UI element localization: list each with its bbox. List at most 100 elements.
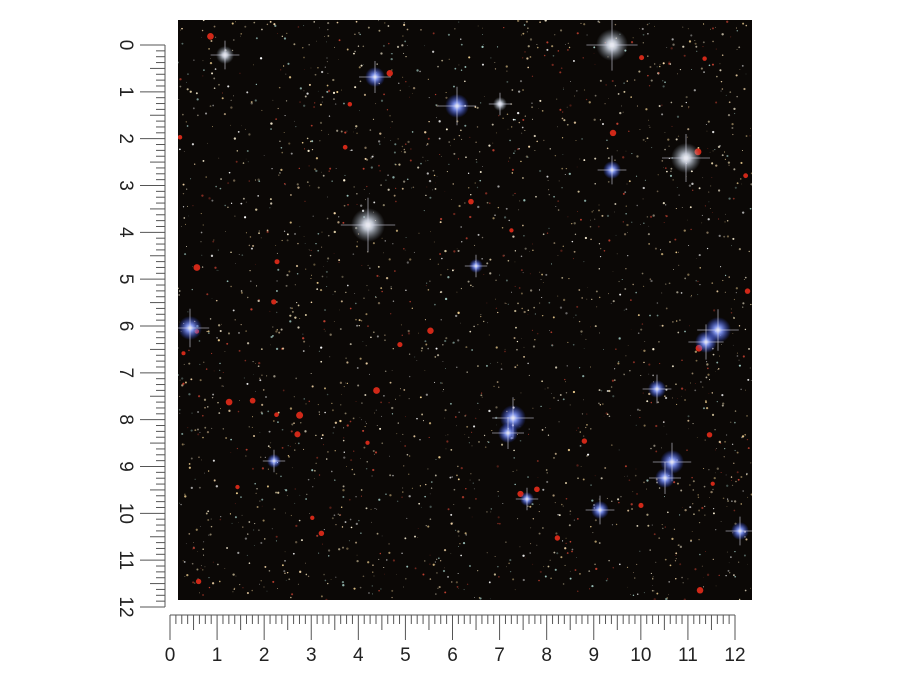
star: [671, 38, 674, 41]
star: [728, 276, 730, 278]
star: [427, 160, 429, 162]
star: [238, 349, 241, 352]
star: [245, 128, 246, 130]
ruler-label: 7: [494, 645, 505, 666]
star: [726, 235, 730, 238]
star: [454, 269, 456, 270]
star: [275, 330, 278, 333]
star: [656, 66, 658, 68]
star: [688, 428, 690, 430]
star: [465, 237, 468, 240]
star: [353, 587, 356, 590]
star: [359, 33, 361, 36]
star: [310, 301, 313, 304]
star: [196, 568, 199, 571]
star: [487, 441, 490, 444]
ruler-label: 1: [212, 645, 223, 666]
star: [400, 441, 402, 442]
star: [277, 33, 278, 34]
star: [514, 366, 517, 369]
star: [326, 393, 329, 396]
star: [709, 151, 711, 153]
star: [550, 577, 552, 580]
star: [594, 94, 597, 97]
star: [342, 583, 345, 587]
star: [184, 443, 185, 445]
star: [623, 82, 625, 84]
star: [579, 367, 581, 369]
star: [508, 160, 509, 162]
star: [707, 120, 710, 123]
star: [402, 433, 404, 435]
star: [354, 33, 356, 35]
star: [232, 591, 234, 593]
star: [661, 80, 664, 82]
star: [369, 129, 372, 131]
star: [261, 498, 264, 501]
star: [368, 289, 370, 291]
star: [212, 393, 215, 396]
star: [557, 200, 560, 202]
star: [187, 205, 189, 207]
star: [506, 113, 509, 115]
star: [627, 255, 629, 257]
star: [218, 157, 220, 159]
star: [671, 537, 674, 540]
star: [695, 279, 698, 282]
star: [343, 456, 346, 459]
star: [395, 187, 397, 189]
star: [230, 99, 232, 101]
star: [269, 20, 272, 23]
star: [380, 287, 383, 290]
star: [600, 248, 602, 250]
star: [277, 421, 279, 424]
star: [610, 386, 613, 388]
ruler-label: 3: [306, 645, 317, 666]
star: [438, 137, 441, 140]
star: [207, 406, 209, 408]
star: [516, 340, 519, 343]
star: [295, 541, 298, 544]
star: [360, 532, 362, 534]
star: [316, 281, 319, 284]
star: [464, 415, 466, 417]
star: [643, 222, 645, 224]
red-star: [427, 327, 434, 334]
star: [456, 248, 458, 250]
star: [442, 361, 444, 362]
star: [453, 138, 455, 140]
star: [221, 92, 223, 94]
star: [429, 258, 431, 260]
star: [715, 529, 717, 531]
star: [404, 445, 407, 447]
star: [186, 188, 188, 190]
star: [218, 580, 221, 583]
star: [429, 563, 431, 565]
star: [636, 524, 639, 527]
star: [308, 165, 310, 167]
star: [663, 222, 665, 224]
star: [612, 395, 615, 398]
star: [733, 317, 736, 319]
star: [429, 554, 431, 556]
star: [731, 500, 733, 502]
star: [682, 582, 684, 584]
star: [247, 533, 249, 535]
star: [611, 379, 614, 382]
star: [586, 413, 588, 415]
star: [552, 54, 555, 57]
star: [313, 478, 315, 480]
star: [242, 162, 245, 164]
star: [562, 583, 565, 585]
star: [407, 329, 410, 333]
star: [192, 548, 193, 550]
star: [183, 217, 186, 219]
star: [436, 117, 437, 119]
star: [716, 361, 719, 364]
star: [259, 57, 263, 60]
star: [417, 537, 419, 538]
star: [179, 290, 181, 292]
star: [531, 243, 533, 245]
star: [255, 208, 258, 211]
star: [733, 107, 736, 111]
